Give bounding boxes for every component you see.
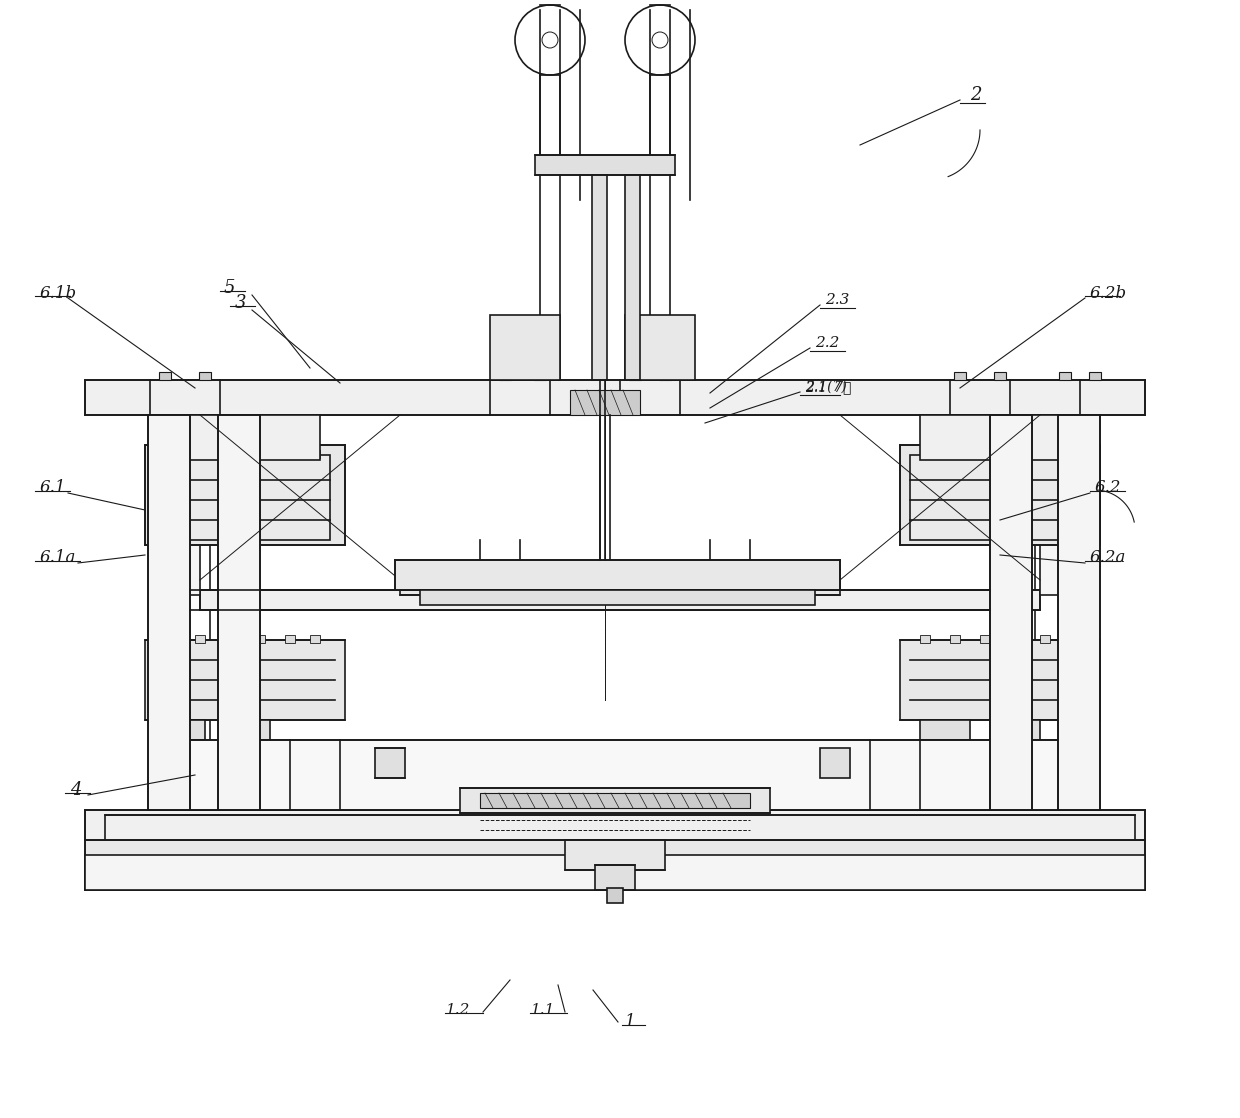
Bar	[255, 451, 265, 458]
Text: 1: 1	[625, 1014, 636, 1031]
Bar	[658, 372, 671, 380]
Bar	[625, 176, 640, 380]
Bar	[285, 451, 295, 458]
Text: 6.2a: 6.2a	[1090, 550, 1126, 567]
Bar	[150, 415, 200, 595]
Bar	[200, 590, 1040, 610]
Bar	[155, 455, 330, 540]
Bar	[534, 372, 546, 380]
Bar	[86, 860, 1145, 890]
Bar	[105, 815, 1135, 840]
Bar	[480, 793, 750, 808]
Bar	[900, 639, 1100, 720]
Bar	[920, 451, 930, 458]
Bar	[310, 451, 320, 458]
Text: 6.2: 6.2	[1095, 480, 1121, 496]
Bar	[198, 372, 211, 380]
Bar	[219, 720, 270, 740]
Bar	[1065, 451, 1075, 458]
Text: 6.1a: 6.1a	[40, 550, 77, 567]
Bar	[608, 888, 622, 903]
Bar	[820, 748, 849, 778]
Text: 3: 3	[236, 294, 247, 312]
Bar	[910, 455, 1085, 540]
Bar	[165, 451, 175, 458]
Bar	[374, 748, 405, 778]
Bar	[994, 372, 1006, 380]
Bar	[490, 315, 560, 380]
Bar	[155, 720, 205, 740]
Bar	[145, 445, 345, 544]
Bar	[980, 451, 990, 458]
Bar	[625, 315, 694, 380]
Bar	[159, 372, 171, 380]
Bar	[1040, 451, 1050, 458]
Bar	[950, 451, 960, 458]
Bar	[1089, 372, 1101, 380]
Bar	[224, 635, 236, 643]
Bar	[1059, 372, 1071, 380]
Bar	[396, 560, 839, 590]
Bar	[1011, 415, 1040, 495]
Bar	[285, 635, 295, 643]
Bar	[1040, 415, 1090, 595]
Bar	[534, 155, 675, 176]
Text: 2.3: 2.3	[825, 293, 849, 307]
Bar	[629, 372, 641, 380]
Bar	[498, 372, 511, 380]
Bar	[165, 635, 175, 643]
Bar	[86, 840, 1145, 860]
Bar	[401, 570, 839, 595]
Bar	[980, 635, 990, 643]
Bar	[1011, 451, 1021, 458]
Bar	[1040, 635, 1050, 643]
Bar	[1011, 635, 1021, 643]
Text: 4: 4	[69, 781, 82, 799]
Bar	[86, 855, 1145, 890]
Bar	[148, 415, 190, 811]
Bar	[460, 788, 770, 813]
Bar	[86, 380, 1145, 415]
Bar	[1065, 635, 1075, 643]
Bar	[224, 451, 236, 458]
Bar	[218, 415, 260, 811]
Bar	[420, 590, 815, 605]
Bar	[950, 635, 960, 643]
Text: 2.1(7): 2.1(7)	[805, 380, 847, 394]
Text: 6.1b: 6.1b	[40, 284, 77, 302]
Bar	[200, 415, 229, 495]
Bar	[990, 720, 1040, 740]
Bar	[145, 639, 345, 720]
Text: 2.2: 2.2	[815, 337, 839, 350]
Bar	[570, 390, 640, 415]
Text: 1.2: 1.2	[445, 1003, 470, 1017]
Text: 6.1: 6.1	[40, 480, 67, 496]
Text: 6.2b: 6.2b	[1090, 284, 1127, 302]
Bar	[155, 740, 1085, 811]
Bar	[920, 720, 970, 740]
Bar	[920, 415, 1065, 459]
Text: 1.1: 1.1	[531, 1003, 556, 1017]
Bar	[565, 840, 665, 870]
Bar	[990, 415, 1032, 811]
Bar	[591, 176, 608, 380]
Bar	[195, 635, 205, 643]
Bar	[595, 865, 635, 890]
Bar	[255, 635, 265, 643]
Bar	[86, 811, 1145, 840]
Bar	[920, 635, 930, 643]
Text: 2.1 7）: 2.1 7）	[805, 380, 852, 394]
Bar	[175, 415, 320, 459]
Bar	[310, 635, 320, 643]
Text: 5: 5	[223, 280, 236, 297]
Bar	[954, 372, 966, 380]
Bar	[900, 445, 1100, 544]
Bar	[1058, 415, 1100, 811]
Text: 2: 2	[970, 86, 982, 104]
Bar	[195, 451, 205, 458]
